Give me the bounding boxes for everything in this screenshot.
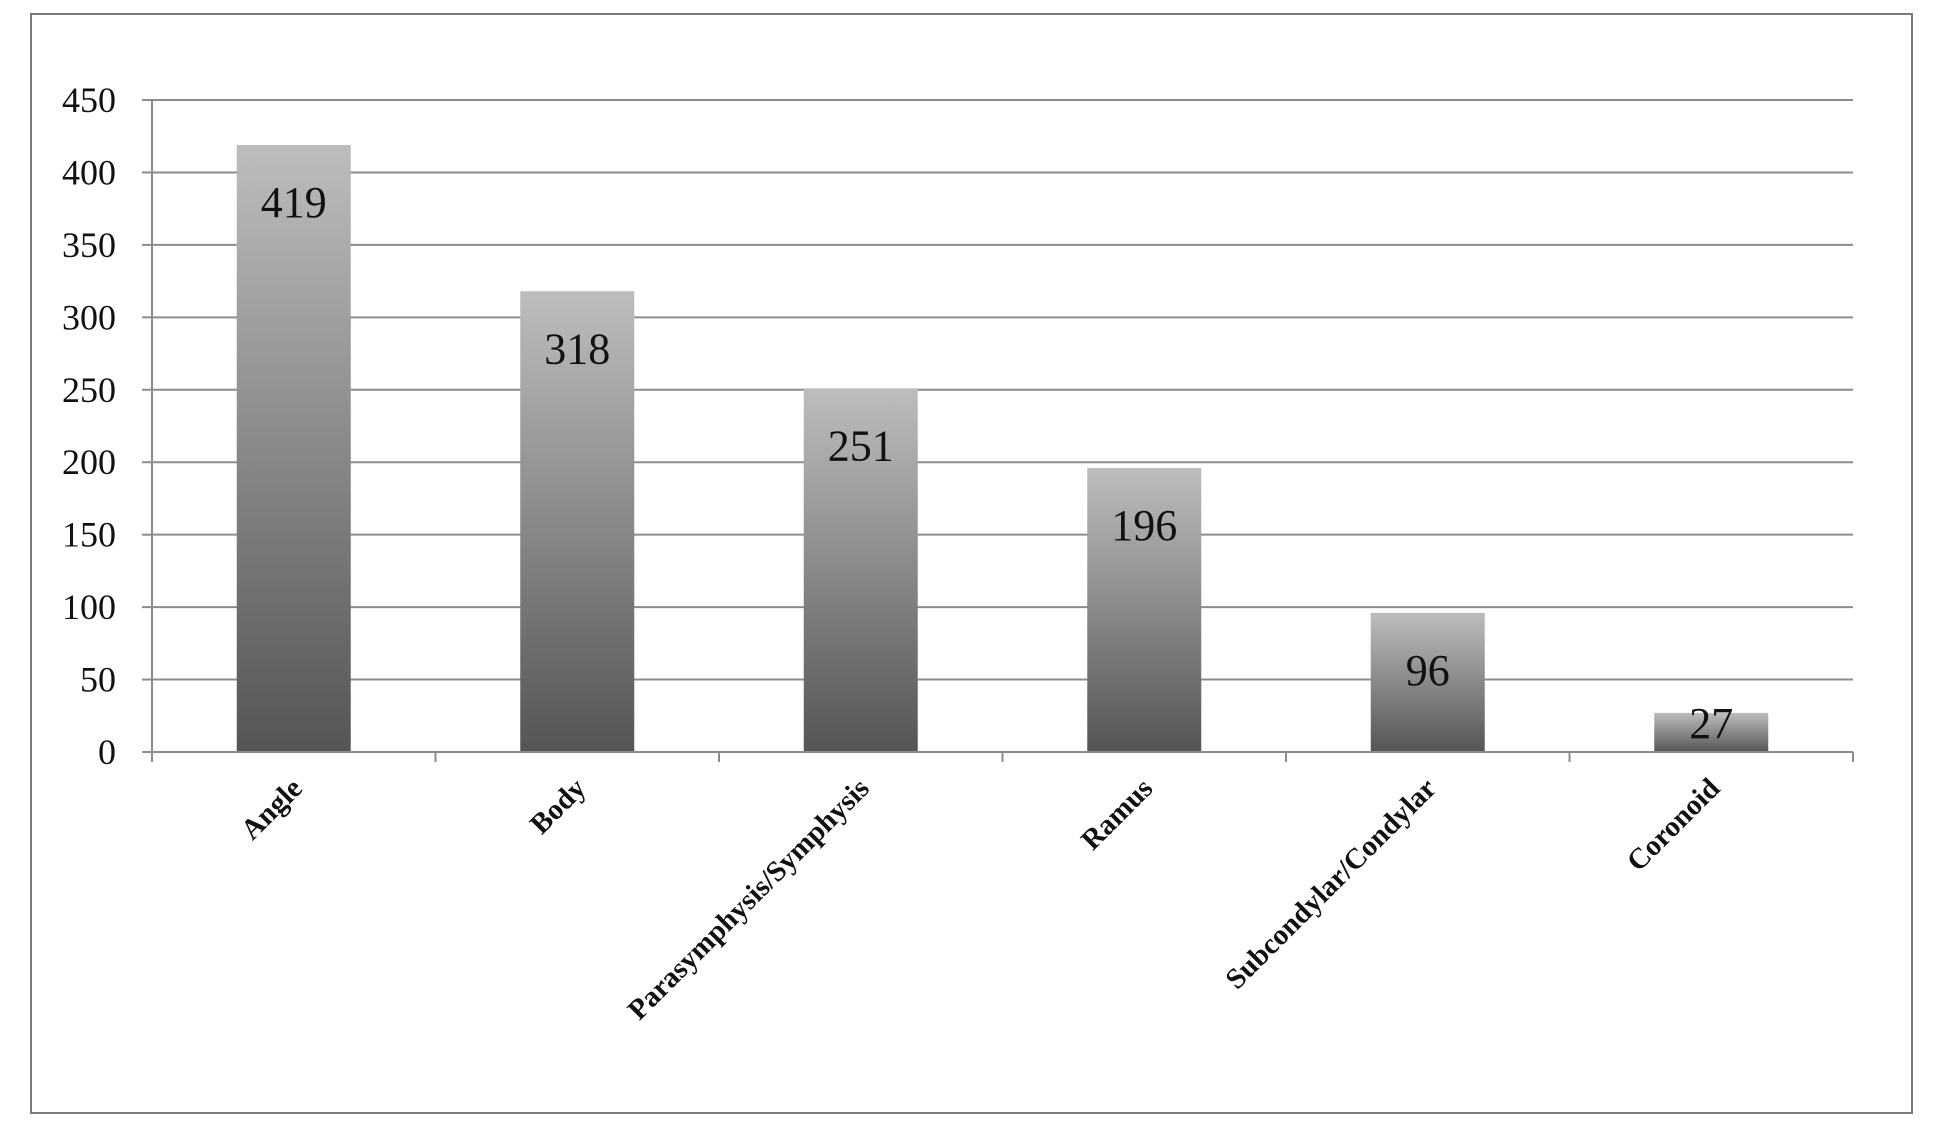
category-label: Body bbox=[524, 772, 593, 841]
y-tick-label: 150 bbox=[62, 515, 116, 555]
data-label: 27 bbox=[1689, 699, 1733, 748]
bar-angle bbox=[236, 144, 351, 753]
x-category-labels: Angle Body Parasymphysis/Symphysis Ramus Sub… bbox=[235, 772, 1726, 1026]
data-label: 419 bbox=[261, 178, 327, 227]
bar-coronoid bbox=[1654, 712, 1769, 752]
y-tick-label: 250 bbox=[62, 370, 116, 410]
y-tick-labels: 0 50 100 150 200 250 300 350 400 450 bbox=[62, 80, 116, 772]
y-tick-label: 300 bbox=[62, 297, 116, 337]
y-tick-label: 0 bbox=[98, 732, 116, 772]
data-label: 251 bbox=[828, 421, 894, 470]
data-label: 96 bbox=[1406, 646, 1450, 695]
category-label: Subcondylar/Condylar bbox=[1220, 772, 1443, 995]
bar-ramus bbox=[1087, 468, 1202, 752]
category-label: Ramus bbox=[1075, 772, 1159, 856]
bar-body bbox=[520, 291, 635, 752]
y-tick-label: 50 bbox=[80, 660, 116, 700]
gridlines bbox=[142, 99, 1853, 753]
data-label: 196 bbox=[1111, 501, 1177, 550]
bar-parasymphysis-symphysis bbox=[803, 388, 918, 752]
y-tick-label: 450 bbox=[62, 80, 116, 120]
y-tick-label: 400 bbox=[62, 152, 116, 192]
category-label: Parasymphysis/Symphysis bbox=[622, 772, 876, 1026]
bar-subcondylar-condylar bbox=[1370, 612, 1485, 752]
y-tick-label: 200 bbox=[62, 442, 116, 482]
category-label: Coronoid bbox=[1621, 772, 1726, 877]
y-tick-label: 100 bbox=[62, 587, 116, 627]
bars bbox=[236, 144, 1769, 753]
category-label: Angle bbox=[235, 772, 309, 846]
data-labels: 419 318 251 196 96 27 bbox=[261, 178, 1734, 748]
data-label: 318 bbox=[544, 324, 610, 373]
y-tick-label: 350 bbox=[62, 225, 116, 265]
axes bbox=[151, 100, 1854, 762]
